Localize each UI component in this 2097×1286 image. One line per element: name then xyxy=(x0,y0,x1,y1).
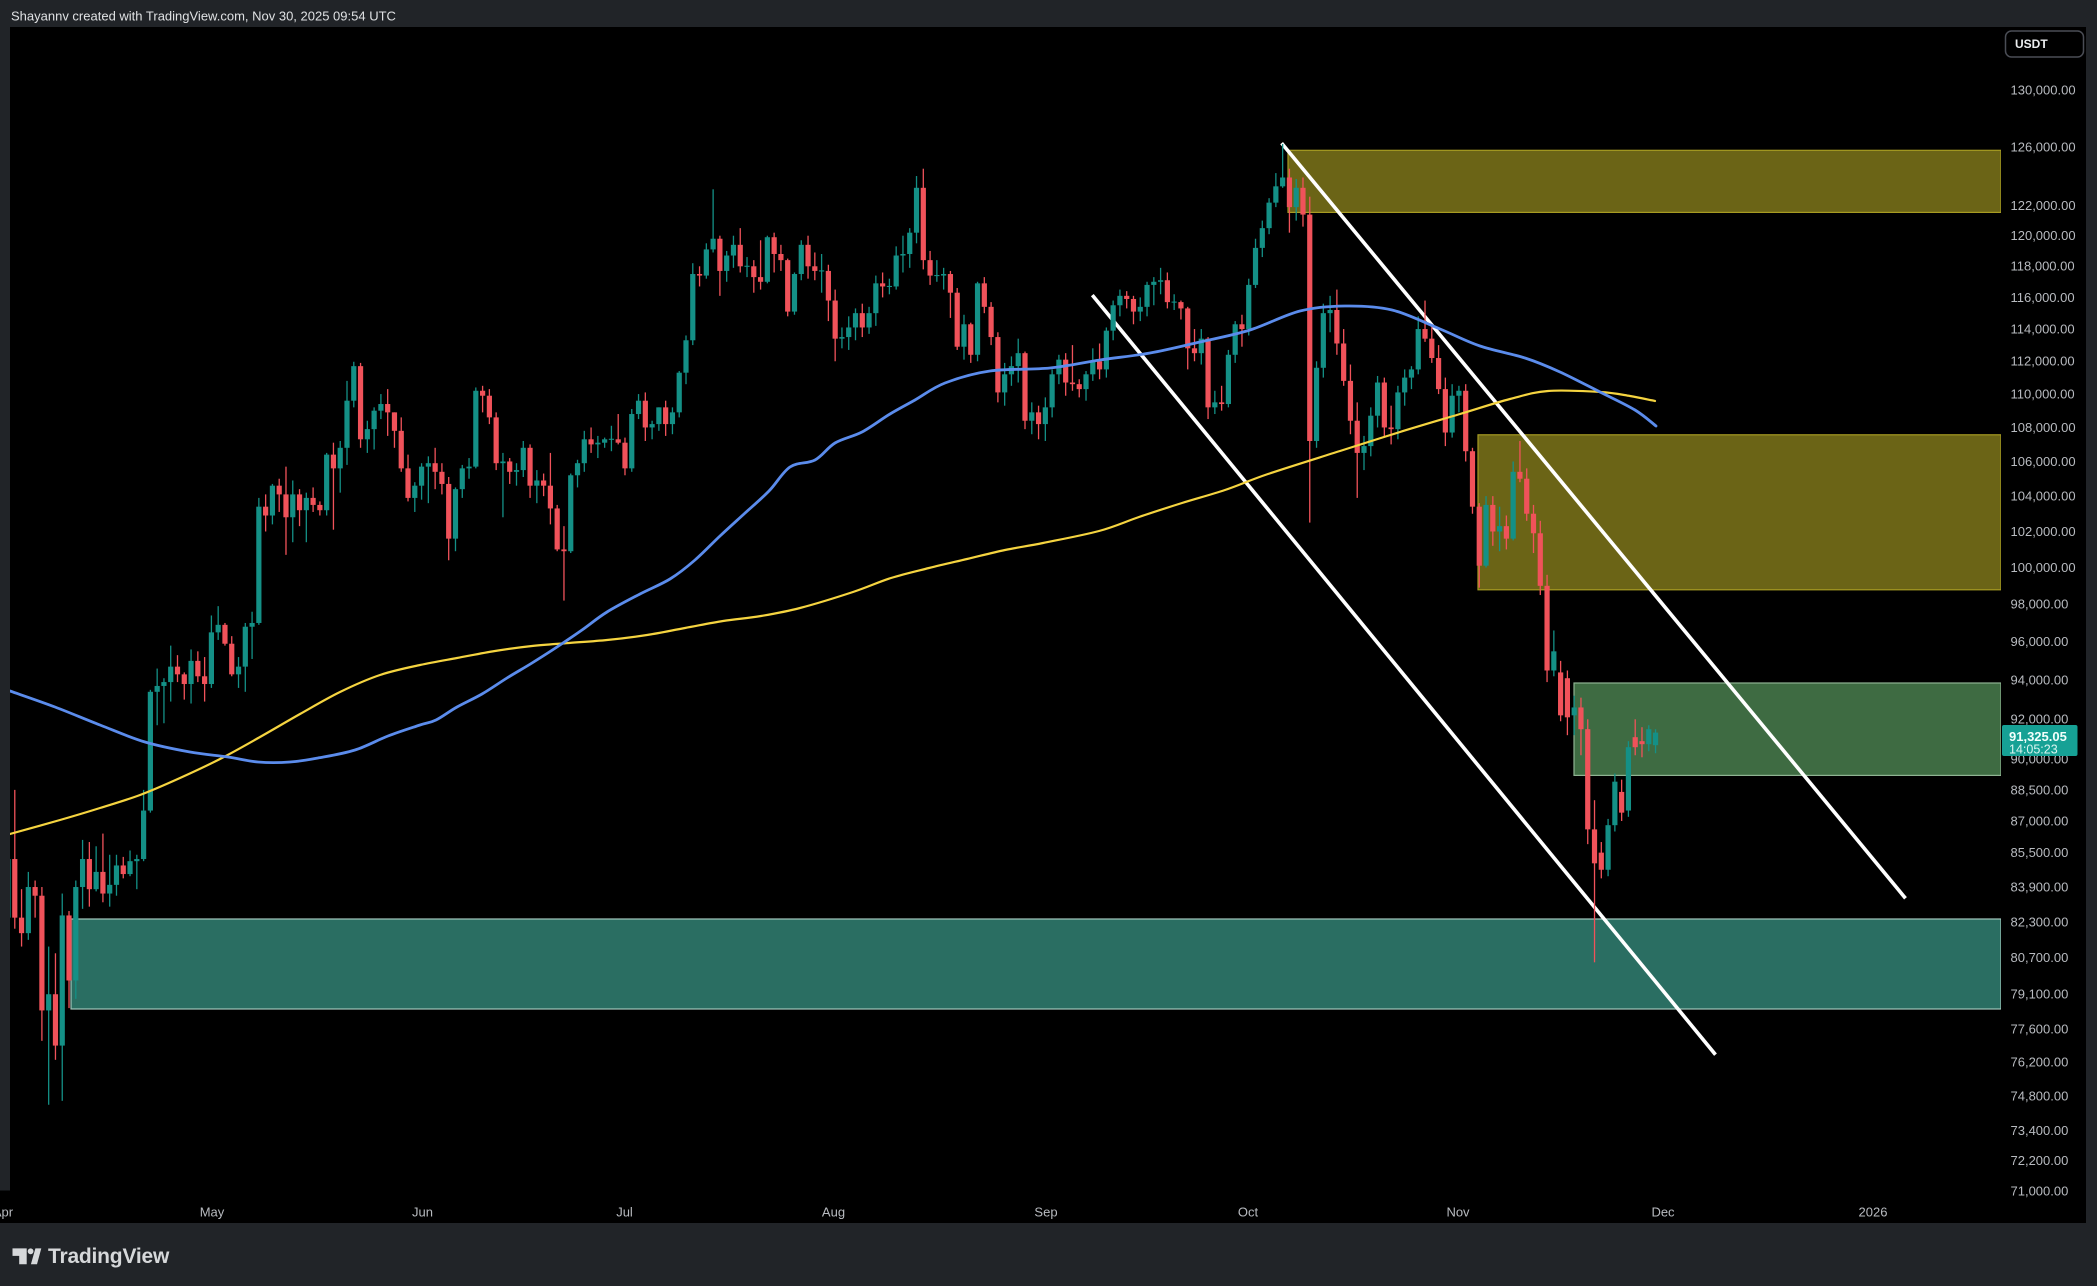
svg-text:Apr: Apr xyxy=(0,1205,14,1220)
svg-text:Oct: Oct xyxy=(1238,1205,1259,1220)
svg-text:91,325.05: 91,325.05 xyxy=(2009,729,2067,744)
svg-text:88,500.00: 88,500.00 xyxy=(2011,782,2069,797)
svg-text:Nov: Nov xyxy=(1446,1205,1470,1220)
svg-text:118,000.00: 118,000.00 xyxy=(2011,259,2075,274)
svg-text:87,000.00: 87,000.00 xyxy=(2011,813,2069,828)
svg-text:94,000.00: 94,000.00 xyxy=(2011,673,2069,688)
svg-text:72,200.00: 72,200.00 xyxy=(2011,1153,2069,1168)
svg-text:114,000.00: 114,000.00 xyxy=(2011,322,2075,337)
svg-text:100,000.00: 100,000.00 xyxy=(2011,560,2076,575)
svg-text:92,000.00: 92,000.00 xyxy=(2011,712,2069,727)
svg-text:102,000.00: 102,000.00 xyxy=(2011,524,2076,539)
svg-text:71,000.00: 71,000.00 xyxy=(2011,1183,2069,1198)
svg-text:85,500.00: 85,500.00 xyxy=(2011,845,2069,860)
svg-text:120,000.00: 120,000.00 xyxy=(2011,228,2076,243)
svg-text:Shayannv created with TradingV: Shayannv created with TradingView.com, N… xyxy=(11,9,396,24)
svg-text:83,900.00: 83,900.00 xyxy=(2011,879,2069,894)
svg-text:Jun: Jun xyxy=(412,1205,433,1220)
svg-text:98,000.00: 98,000.00 xyxy=(2011,597,2069,612)
svg-text:104,000.00: 104,000.00 xyxy=(2011,489,2076,504)
svg-text:14:05:23: 14:05:23 xyxy=(2009,743,2058,757)
svg-text:96,000.00: 96,000.00 xyxy=(2011,634,2069,649)
svg-text:110,000.00: 110,000.00 xyxy=(2011,387,2075,402)
svg-text:77,600.00: 77,600.00 xyxy=(2011,1022,2069,1037)
svg-text:TradingView: TradingView xyxy=(48,1245,170,1268)
svg-text:73,400.00: 73,400.00 xyxy=(2011,1123,2069,1138)
svg-text:76,200.00: 76,200.00 xyxy=(2011,1055,2069,1070)
svg-text:130,000.00: 130,000.00 xyxy=(2011,82,2076,97)
svg-text:82,300.00: 82,300.00 xyxy=(2011,915,2069,930)
svg-text:USDT: USDT xyxy=(2015,37,2048,51)
svg-text:Aug: Aug xyxy=(822,1205,845,1220)
svg-text:74,800.00: 74,800.00 xyxy=(2011,1088,2069,1103)
svg-text:2026: 2026 xyxy=(1859,1205,1888,1220)
svg-text:79,100.00: 79,100.00 xyxy=(2011,987,2069,1002)
svg-text:112,000.00: 112,000.00 xyxy=(2011,354,2075,369)
svg-text:106,000.00: 106,000.00 xyxy=(2011,454,2076,469)
svg-text:80,700.00: 80,700.00 xyxy=(2011,950,2069,965)
svg-text:May: May xyxy=(200,1205,225,1220)
svg-text:122,000.00: 122,000.00 xyxy=(2011,198,2076,213)
svg-text:126,000.00: 126,000.00 xyxy=(2011,139,2076,154)
svg-text:116,000.00: 116,000.00 xyxy=(2011,290,2075,305)
svg-text:Sep: Sep xyxy=(1034,1205,1057,1220)
svg-text:Jul: Jul xyxy=(616,1205,633,1220)
svg-text:Dec: Dec xyxy=(1651,1205,1675,1220)
svg-text:108,000.00: 108,000.00 xyxy=(2011,420,2076,435)
